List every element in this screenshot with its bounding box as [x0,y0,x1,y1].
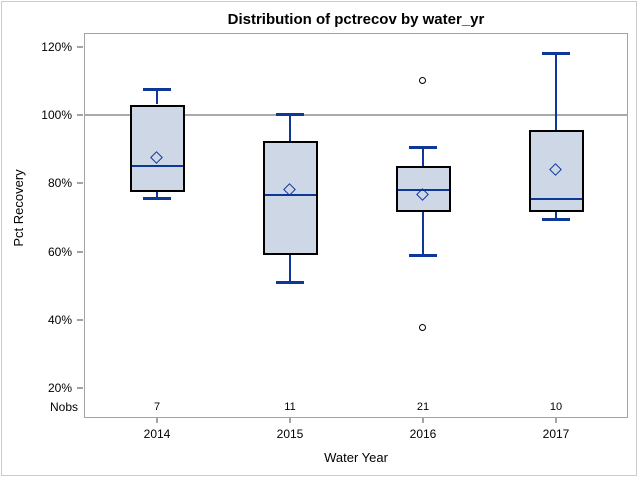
x-tick-label: 2015 [276,427,304,441]
chart-title: Distribution of pctrecov by water_yr [227,11,485,28]
y-tick-mark [77,114,83,116]
box-iqr [130,105,185,192]
box-iqr [263,141,318,255]
x-tick-mark [289,418,291,423]
x-tick-label: 2016 [409,427,437,441]
plot-wall-frame [84,33,628,418]
y-tick-label: 40% [47,313,72,327]
median-line [531,198,582,200]
median-line [265,194,316,196]
y-tick-mark [77,387,83,389]
whisker-stem-top [555,53,557,130]
median-line [398,189,449,191]
y-tick-label: 100% [41,108,72,122]
reference-line-100pct [84,114,628,116]
nobs-value: 7 [153,401,161,413]
whisker-stem-bottom [156,192,158,199]
nobs-value: 11 [284,401,296,413]
whisker-cap-top [542,52,570,55]
nobs-value: 10 [549,401,563,413]
x-tick-mark [555,418,557,423]
whisker-cap-bottom [542,218,570,221]
y-axis-title: Pct Recovery [11,169,26,247]
y-tick-label: 60% [47,245,72,259]
whisker-stem-top [156,89,158,104]
x-tick-mark [422,418,424,423]
whisker-cap-top [409,146,437,149]
x-tick-label: 2014 [143,427,171,441]
y-tick-mark [77,319,83,321]
outlier-marker [419,77,426,84]
y-tick-mark [77,251,83,253]
x-axis-title: Water Year [324,450,388,465]
whisker-cap-bottom [409,254,437,257]
y-tick-label: 20% [47,381,72,395]
y-tick-label: 120% [41,40,72,54]
y-tick-mark [77,182,83,184]
median-line [132,165,183,167]
whisker-stem-bottom [422,212,424,255]
outlier-marker [419,324,426,331]
whisker-stem-top [289,115,291,141]
nobs-value: 21 [416,401,430,413]
x-tick-label: 2017 [542,427,570,441]
whisker-cap-bottom [276,281,304,284]
whisker-cap-top [276,113,304,116]
x-tick-mark [156,418,158,423]
nobs-row-label: Nobs [49,400,78,414]
y-tick-mark [77,46,83,48]
whisker-cap-bottom [143,197,171,200]
whisker-stem-top [422,147,424,166]
y-tick-label: 80% [47,176,72,190]
whisker-cap-top [143,88,171,91]
whisker-stem-bottom [555,212,557,219]
whisker-stem-bottom [289,255,291,282]
